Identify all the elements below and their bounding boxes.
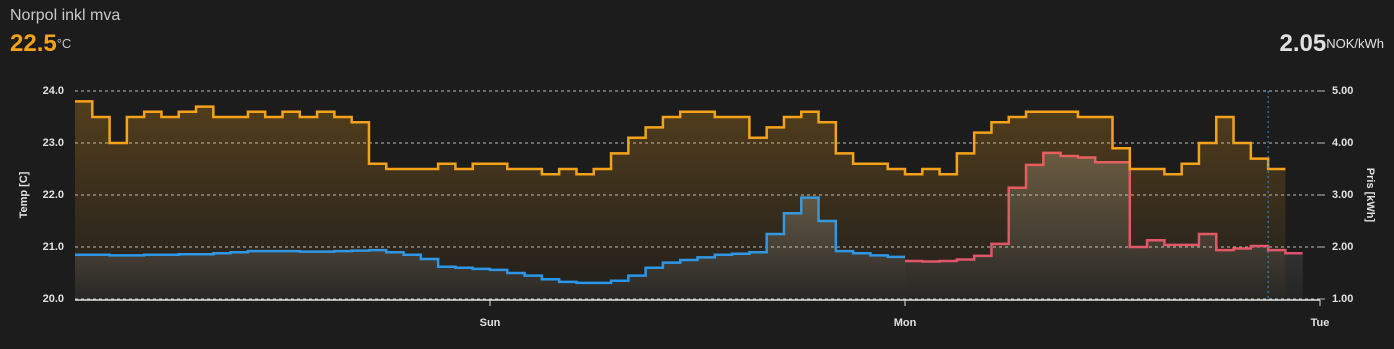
- line: [75, 100, 1286, 176]
- y2-tick-label: 2.00: [1332, 241, 1353, 253]
- y-axis-title: Temp [C]: [18, 171, 30, 218]
- y-tick-label: 23.0: [43, 137, 64, 149]
- y-tick-label: 21.0: [43, 241, 64, 253]
- x-tick-label: Sun: [480, 317, 501, 329]
- x-tick-label: Mon: [894, 317, 917, 329]
- y-tick-label: 20.0: [43, 293, 64, 305]
- state-unit: °C: [57, 36, 72, 51]
- x-tick-label: Tue: [1311, 317, 1330, 329]
- y2-axis-title: Pris [kWh]: [1364, 168, 1376, 223]
- state-value: 22.5°C: [10, 30, 71, 57]
- card-title: Norpol inkl mva: [10, 7, 120, 24]
- state-number: 22.5: [10, 30, 57, 57]
- state2-unit: NOK/kWh: [1326, 36, 1384, 51]
- area: [75, 101, 1286, 300]
- y2-tick-label: 3.00: [1332, 189, 1353, 201]
- y2-tick-label: 4.00: [1332, 137, 1353, 149]
- y-tick-label: 24.0: [43, 85, 64, 97]
- state2-value: 2.05NOK/kWh: [1279, 30, 1384, 57]
- state2-number: 2.05: [1279, 30, 1326, 57]
- y-tick-label: 22.0: [43, 189, 64, 201]
- y2-tick-label: 1.00: [1332, 293, 1353, 305]
- y2-tick-label: 5.00: [1332, 85, 1353, 97]
